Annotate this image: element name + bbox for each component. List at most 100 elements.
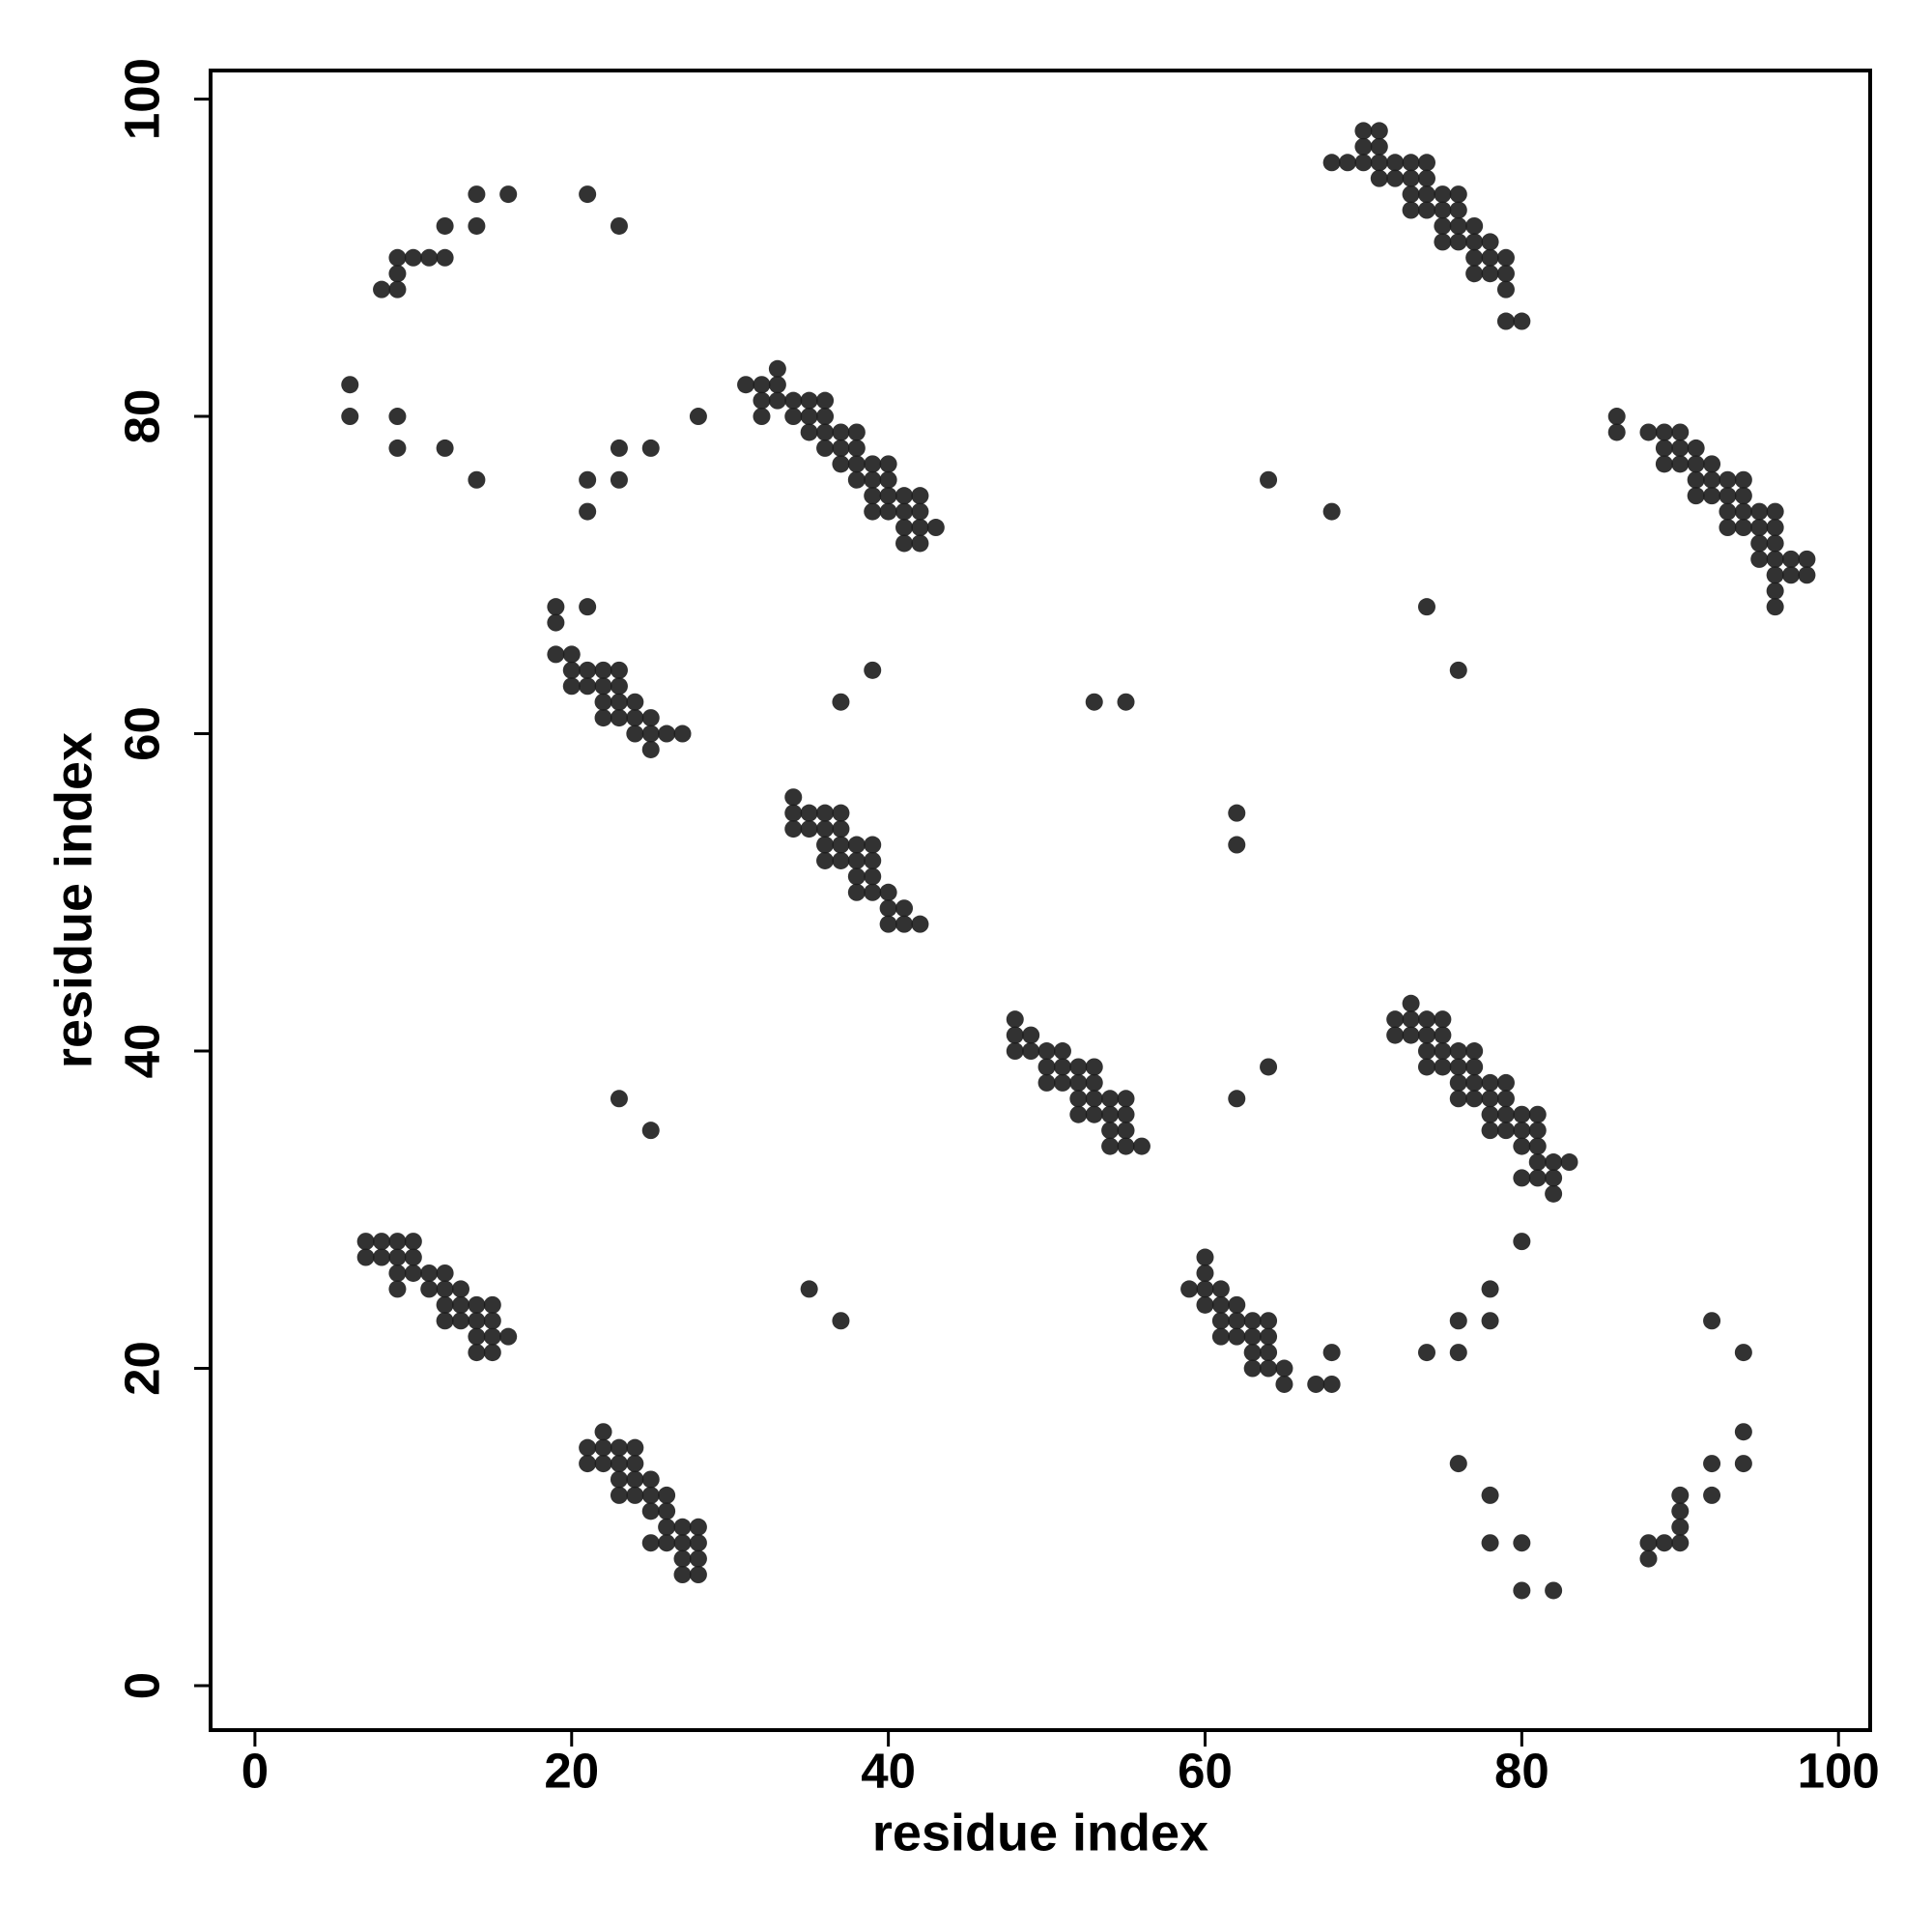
x-tick-label: 40 xyxy=(861,1743,916,1798)
point xyxy=(1402,185,1420,204)
point xyxy=(1434,1058,1452,1076)
point xyxy=(562,661,581,679)
point xyxy=(388,1248,407,1266)
point xyxy=(1354,137,1373,156)
point xyxy=(784,408,803,426)
point xyxy=(1260,1359,1278,1378)
point xyxy=(1402,1026,1420,1044)
point xyxy=(1465,248,1484,267)
point xyxy=(1354,154,1373,172)
point xyxy=(1354,122,1373,140)
point xyxy=(547,598,565,616)
point xyxy=(1513,1122,1531,1140)
point xyxy=(594,693,612,711)
point xyxy=(388,1264,407,1282)
point xyxy=(1782,550,1801,568)
point xyxy=(1228,804,1246,822)
point xyxy=(1402,154,1420,172)
point xyxy=(610,1486,628,1504)
point xyxy=(1687,455,1705,473)
point xyxy=(895,899,914,918)
point xyxy=(594,1438,612,1457)
point xyxy=(1639,423,1658,441)
point xyxy=(356,1248,375,1266)
point xyxy=(1481,1280,1499,1298)
point xyxy=(1481,1073,1499,1092)
point xyxy=(911,502,929,521)
point xyxy=(594,1455,612,1473)
point xyxy=(1465,216,1484,235)
y-tick-label: 40 xyxy=(114,1024,169,1079)
point xyxy=(847,423,866,441)
point xyxy=(388,1280,407,1298)
point xyxy=(579,1455,597,1473)
point xyxy=(1417,598,1435,616)
point xyxy=(610,1455,628,1473)
point xyxy=(1449,1058,1467,1076)
point xyxy=(420,1280,439,1298)
point xyxy=(1417,1058,1435,1076)
point xyxy=(879,470,897,489)
point xyxy=(468,216,486,235)
point xyxy=(1196,1264,1214,1282)
point xyxy=(1069,1058,1088,1076)
point xyxy=(1655,1534,1673,1552)
point xyxy=(1260,1058,1278,1076)
point xyxy=(373,1248,391,1266)
point xyxy=(1037,1073,1056,1092)
point xyxy=(641,1534,660,1552)
point xyxy=(864,836,882,854)
point xyxy=(1481,248,1499,267)
point xyxy=(832,439,850,457)
point xyxy=(388,1233,407,1251)
point xyxy=(436,1280,454,1298)
point xyxy=(1053,1073,1071,1092)
point xyxy=(1307,1375,1325,1393)
point xyxy=(1496,1122,1515,1140)
point xyxy=(864,851,882,869)
point xyxy=(610,677,628,696)
point xyxy=(1211,1295,1230,1314)
point xyxy=(864,487,882,505)
point xyxy=(1228,1312,1246,1330)
point xyxy=(388,248,407,267)
point xyxy=(1607,408,1626,426)
point xyxy=(673,1534,692,1552)
point xyxy=(1085,1058,1103,1076)
point xyxy=(562,645,581,664)
point xyxy=(1275,1359,1293,1378)
point xyxy=(1243,1359,1262,1378)
point xyxy=(847,851,866,869)
point xyxy=(452,1312,470,1330)
y-tick-label: 100 xyxy=(114,58,169,140)
point xyxy=(1513,1581,1531,1600)
point xyxy=(1545,1153,1563,1172)
point xyxy=(1117,1137,1135,1155)
point xyxy=(1196,1248,1214,1266)
point xyxy=(1528,1169,1547,1187)
point xyxy=(641,439,660,457)
point xyxy=(1465,1090,1484,1108)
point xyxy=(1798,550,1816,568)
point xyxy=(1734,470,1752,489)
point xyxy=(800,391,818,410)
point xyxy=(658,724,676,743)
point xyxy=(689,1518,707,1536)
point xyxy=(1766,534,1784,553)
point xyxy=(1496,1090,1515,1108)
point xyxy=(1417,1042,1435,1061)
point xyxy=(1528,1137,1547,1155)
point xyxy=(1417,169,1435,187)
point xyxy=(1496,312,1515,330)
point xyxy=(1085,1073,1103,1092)
point xyxy=(1322,502,1341,521)
point xyxy=(832,836,850,854)
point xyxy=(1560,1153,1578,1172)
point xyxy=(1671,423,1690,441)
point xyxy=(1434,233,1452,251)
point xyxy=(895,519,914,537)
point xyxy=(420,248,439,267)
point xyxy=(1101,1090,1120,1108)
point xyxy=(1434,216,1452,235)
point xyxy=(388,408,407,426)
